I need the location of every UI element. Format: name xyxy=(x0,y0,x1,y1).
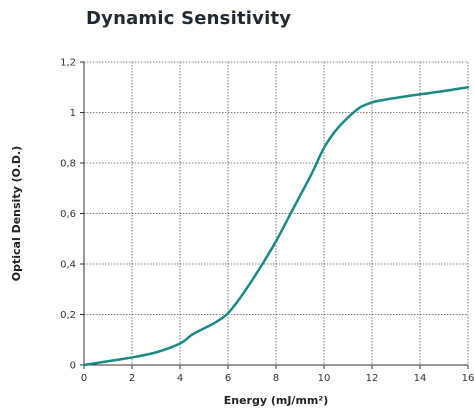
x-tick-label: 8 xyxy=(273,373,279,384)
y-tick-label: 1,2 xyxy=(60,58,76,69)
x-axis-title: Energy (mJ/mm²) xyxy=(224,394,328,407)
x-tick-label: 6 xyxy=(225,373,231,384)
x-tick-label: 0 xyxy=(81,373,87,384)
y-tick-label: 0,8 xyxy=(60,159,76,170)
x-tick-label: 4 xyxy=(177,373,183,384)
series-line xyxy=(82,86,470,367)
x-tick-label: 12 xyxy=(366,373,379,384)
y-tick-label: 0,6 xyxy=(60,209,76,220)
y-tick-label: 0 xyxy=(70,361,76,372)
x-tick-label: 14 xyxy=(414,373,427,384)
x-tick-label: 16 xyxy=(462,373,474,384)
y-tick-label: 1 xyxy=(70,108,76,119)
chart-title: Dynamic Sensitivity xyxy=(86,8,292,29)
x-tick-label: 2 xyxy=(129,373,135,384)
y-tick-label: 0,2 xyxy=(60,310,76,321)
y-axis-title: Optical Density (O.D.) xyxy=(10,146,23,281)
y-tick-label: 0,4 xyxy=(60,260,76,271)
x-tick-label: 10 xyxy=(318,373,331,384)
